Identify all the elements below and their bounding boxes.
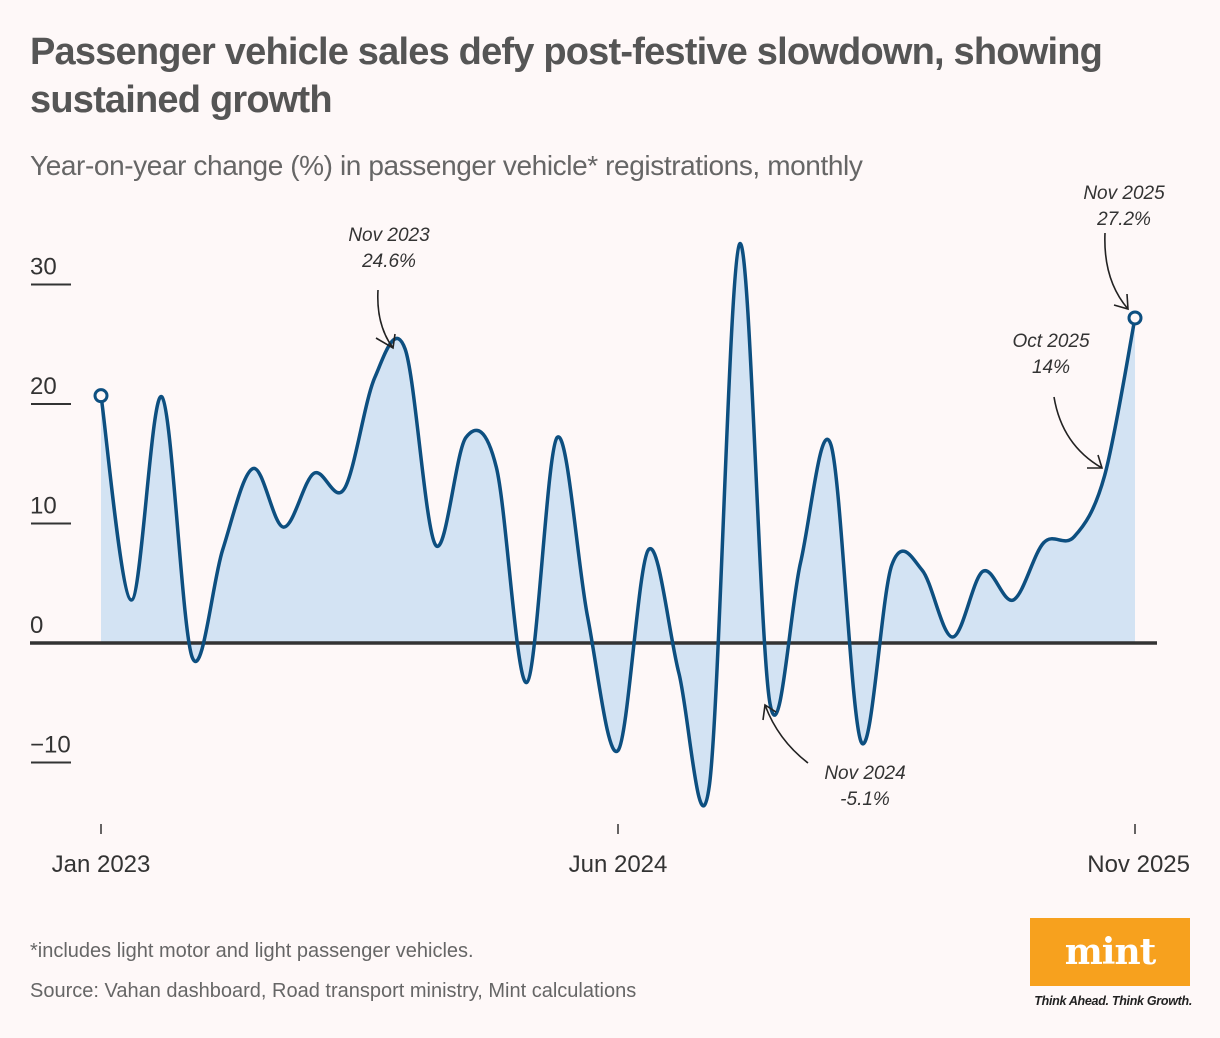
annotation-value: 27.2%	[1096, 209, 1151, 230]
data-point-jun-2023	[251, 467, 255, 471]
data-point-apr-2024	[555, 435, 559, 439]
data-point-jul-2023	[281, 525, 285, 529]
endpoint-marker	[1127, 310, 1143, 326]
data-point-feb-2025	[859, 740, 863, 744]
arrow-head-icon	[1113, 293, 1129, 311]
x-tick-label: Jun 2024	[569, 851, 668, 878]
y-tick-label: −10	[30, 732, 71, 759]
data-point-may-2023	[221, 548, 225, 552]
data-point-nov-2024	[768, 702, 772, 706]
data-point-dec-2023	[434, 543, 438, 547]
endpoint-markers	[93, 310, 1143, 404]
data-point-dec-2024	[798, 561, 802, 565]
annotation-arrow	[376, 289, 394, 349]
y-tick-label: 0	[30, 612, 43, 639]
arrow-head-icon	[762, 703, 777, 721]
series-line	[99, 242, 1137, 808]
annotation-arrow	[1053, 396, 1103, 469]
data-point-jan-2024	[464, 435, 468, 439]
annotation-value: 14%	[1032, 357, 1070, 378]
annotation-nov-2024: Nov 2024 -5.1%	[762, 703, 906, 810]
annotation-nov-2025: Nov 2025 27.2%	[1083, 183, 1165, 311]
annotation-oct-2025: Oct 2025 14%	[1012, 331, 1104, 469]
data-point-apr-2023	[190, 655, 194, 659]
data-point-sep-2025	[1072, 535, 1076, 539]
y-tick-label: 20	[30, 373, 57, 400]
y-axis: 30 20 10 0 −10	[30, 254, 71, 764]
data-point-sep-2024	[707, 784, 711, 788]
annotation-value: -5.1%	[840, 789, 890, 810]
data-point-feb-2023	[129, 598, 133, 602]
data-point-apr-2025	[920, 568, 924, 572]
data-point-mar-2025	[890, 563, 894, 567]
data-point-aug-2023	[312, 471, 316, 475]
y-tick-label: 10	[30, 493, 57, 520]
annotation-date: Oct 2025	[1012, 331, 1090, 352]
data-point-aug-2024	[677, 671, 681, 675]
x-tick-label: Jan 2023	[52, 851, 151, 878]
data-point-oct-2023	[373, 376, 377, 380]
annotation-date: Nov 2025	[1083, 183, 1165, 204]
x-tick-label: Nov 2025	[1087, 851, 1190, 878]
data-point-mar-2023	[160, 395, 164, 399]
data-point-sep-2023	[342, 487, 346, 491]
chart-area: 30 20 10 0 −10 Jan 2023 Jun 2024 Nov 2025 Nov …	[30, 183, 1190, 878]
chart-subtitle: Year-on-year change (%) in passenger veh…	[30, 150, 863, 181]
data-point-oct-2024	[738, 242, 742, 246]
annotations: Nov 2023 24.6% Nov 2024 -5.1% Oct 2025 14% Nov…	[348, 183, 1165, 810]
source-note: Source: Vahan dashboard, Road transport …	[30, 980, 637, 1002]
data-point-jul-2024	[646, 548, 650, 552]
annotation-date: Nov 2024	[824, 763, 905, 784]
data-point-may-2025	[951, 635, 955, 639]
data-point-jan-2025	[829, 443, 833, 447]
data-point-jun-2024	[616, 749, 620, 753]
footnote: *includes light motor and light passenge…	[30, 940, 474, 962]
data-point-jun-2025	[981, 569, 985, 573]
annotation-value: 24.6%	[361, 251, 416, 272]
data-point-nov-2023	[403, 347, 407, 351]
data-point-mar-2024	[525, 680, 529, 684]
mint-logo: mint	[1030, 918, 1190, 986]
endpoint-marker	[93, 388, 109, 404]
data-point-jul-2025	[1011, 598, 1015, 602]
annotation-date: Nov 2023	[348, 225, 430, 246]
chart-title: Passenger vehicle sales defy post-festiv…	[30, 31, 1103, 121]
arrow-head-icon	[1087, 454, 1104, 469]
annotation-arrow	[764, 704, 809, 764]
logo-text: mint	[1064, 931, 1157, 973]
data-point-feb-2024	[494, 465, 498, 469]
area-fill	[101, 243, 1135, 806]
logo-tagline: Think Ahead. Think Growth.	[1034, 994, 1192, 1008]
y-tick-label: 30	[30, 254, 57, 281]
annotation-arrow	[1104, 232, 1129, 310]
annotation-nov-2023: Nov 2023 24.6%	[348, 225, 430, 350]
data-point-may-2024	[586, 615, 590, 619]
data-point-oct-2025	[1103, 474, 1107, 478]
x-axis: Jan 2023 Jun 2024 Nov 2025	[52, 824, 1190, 878]
arrow-head-icon	[375, 333, 396, 350]
data-point-aug-2025	[1042, 541, 1046, 545]
